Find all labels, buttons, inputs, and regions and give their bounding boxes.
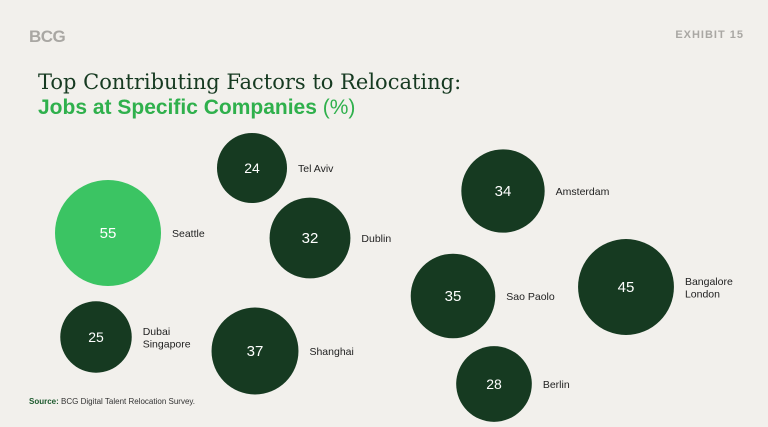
- bubble-bangalore-london: [578, 239, 674, 335]
- value-label-bangalore-london: 45: [618, 279, 635, 296]
- city-label-amsterdam: Amsterdam: [556, 186, 610, 198]
- city-label-dublin: Dublin: [361, 233, 391, 245]
- bubble-berlin: [456, 346, 532, 422]
- source-label: Source:: [29, 397, 59, 406]
- chart-unit: (%): [322, 96, 356, 119]
- value-label-sao-paolo: 35: [445, 288, 462, 305]
- bubble-shanghai: [211, 307, 299, 395]
- bcg-logo: BCG: [29, 27, 66, 46]
- city-label-tel-aviv: Tel Aviv: [298, 163, 334, 175]
- bubble-dublin: [269, 197, 351, 279]
- value-label-berlin: 28: [486, 376, 502, 392]
- chart-subtitle: Jobs at Specific Companies (%): [38, 96, 355, 120]
- source-note: Source: BCG Digital Talent Relocation Su…: [29, 397, 195, 406]
- bubble-seattle: [55, 180, 161, 286]
- city-label-shanghai: Shanghai: [309, 346, 353, 358]
- source-text: BCG Digital Talent Relocation Survey.: [61, 397, 196, 406]
- chart-subtitle-text: Jobs at Specific Companies: [38, 96, 317, 119]
- chart-title: Top Contributing Factors to Relocating:: [38, 70, 462, 94]
- bubble-tel-aviv: [216, 132, 288, 204]
- bubble-sao-paolo: [410, 253, 496, 339]
- value-label-dublin: 32: [302, 230, 319, 247]
- value-label-amsterdam: 34: [495, 183, 512, 200]
- city-label-bangalore: Bangalore: [685, 276, 733, 288]
- value-label-shanghai: 37: [247, 343, 264, 360]
- city-label-singapore: Singapore: [143, 338, 191, 350]
- city-label-sao-paolo: Sao Paolo: [506, 291, 555, 303]
- bubble-amsterdam: [461, 149, 545, 233]
- value-label-dubai-singapore: 25: [88, 329, 104, 345]
- value-label-seattle: 55: [100, 225, 117, 242]
- city-label-berlin: Berlin: [543, 379, 570, 391]
- value-label-tel-aviv: 24: [244, 160, 260, 176]
- city-label-dubai: Dubai: [143, 326, 170, 338]
- city-label-london: London: [685, 288, 720, 300]
- bubble-dubai-singapore: [60, 301, 132, 373]
- exhibit-label: EXHIBIT 15: [675, 29, 744, 41]
- city-label-seattle: Seattle: [172, 228, 205, 240]
